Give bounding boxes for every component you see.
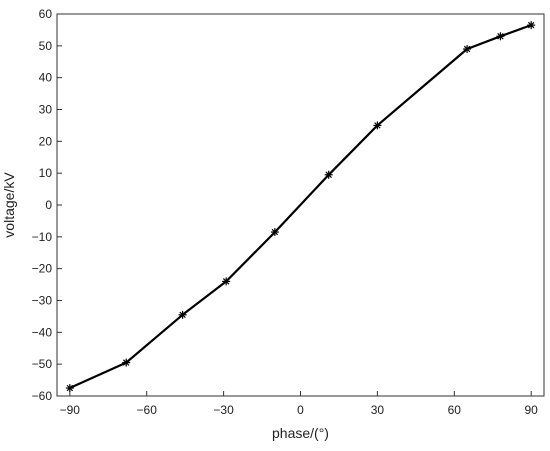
- data-point: [373, 121, 382, 130]
- data-point: [527, 21, 536, 30]
- x-axis-ticks: −90 −60 −30 0 30 60 90: [60, 391, 539, 417]
- x-tick-label: −30: [213, 403, 234, 417]
- data-point: [270, 228, 279, 237]
- series-line: [69, 24, 532, 390]
- x-tick-label: 0: [297, 403, 304, 417]
- y-tick-label: 10: [39, 166, 53, 180]
- y-tick-label: 20: [39, 134, 53, 148]
- y-tick-label: −30: [32, 294, 53, 308]
- y-tick-label: −10: [32, 230, 53, 244]
- y-tick-label: 50: [39, 39, 53, 53]
- x-tick-label: 90: [525, 403, 539, 417]
- x-tick-label: 60: [448, 403, 462, 417]
- x-axis-label: phase/(°): [272, 425, 329, 441]
- data-point: [463, 45, 472, 54]
- y-tick-label: −50: [32, 357, 53, 371]
- data-point: [496, 32, 505, 41]
- y-tick-label: 60: [39, 7, 53, 21]
- data-point: [222, 277, 231, 286]
- x-tick-label: −90: [60, 403, 81, 417]
- y-axis-label: voltage/kV: [1, 172, 17, 238]
- y-tick-label: 40: [39, 71, 53, 85]
- y-axis-ticks: −60 −50 −40 −30 −20 −10 0 10 20 30 40 50 60: [32, 7, 62, 403]
- series-layer: [65, 21, 536, 393]
- x-tick-label: 30: [371, 403, 385, 417]
- data-point: [65, 384, 74, 393]
- data-point: [122, 358, 131, 367]
- y-tick-label: −40: [32, 325, 53, 339]
- y-tick-label: 30: [39, 103, 53, 117]
- data-point: [324, 170, 333, 179]
- y-tick-label: 0: [45, 198, 52, 212]
- x-tick-label: −60: [137, 403, 158, 417]
- data-point: [178, 310, 187, 319]
- y-tick-label: −20: [32, 262, 53, 276]
- y-tick-label: −60: [32, 389, 53, 403]
